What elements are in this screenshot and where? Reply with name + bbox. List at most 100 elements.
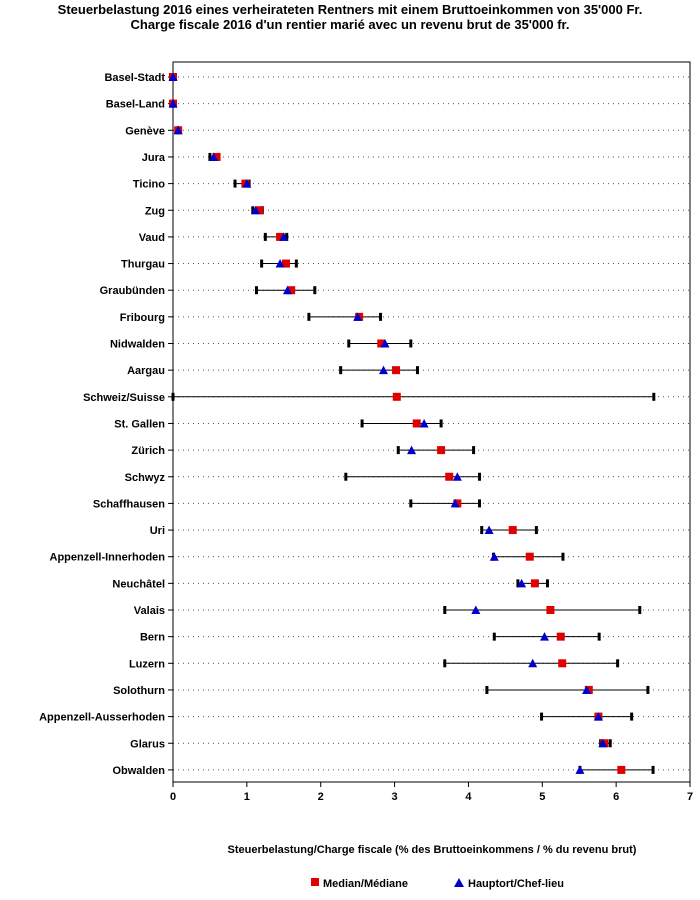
capital-marker — [378, 365, 388, 375]
range-max-cap — [597, 632, 601, 641]
range-min-cap — [344, 472, 348, 481]
range-min-cap — [443, 606, 447, 614]
capital-marker — [471, 605, 481, 614]
row-label: Appenzell-Ausserhoden — [39, 712, 165, 724]
capital-marker — [282, 285, 292, 295]
legend-capital-label: Hauptort/Chef-lieu — [468, 878, 564, 890]
capital-marker — [209, 152, 219, 161]
x-tick-label: 2 — [318, 791, 324, 803]
row-label: Schwyz — [125, 472, 166, 484]
median-marker — [255, 206, 264, 215]
range-min-cap — [396, 446, 400, 455]
row-label: Vaud — [139, 232, 165, 244]
row-label: Glarus — [130, 738, 165, 750]
capital-marker — [582, 685, 592, 694]
row-label: Nidwalden — [110, 339, 165, 351]
x-tick-label: 0 — [170, 791, 176, 803]
plot-frame — [172, 61, 691, 783]
legend-median-marker — [311, 878, 319, 886]
row-label: Schweiz/Suisse — [83, 392, 165, 404]
range-min-cap — [516, 579, 520, 588]
row-label: Uri — [150, 525, 165, 537]
range-max-cap — [409, 339, 413, 348]
median-marker — [525, 552, 534, 561]
capital-marker — [528, 658, 538, 668]
median-marker — [437, 446, 446, 455]
legend-capital-marker — [454, 878, 464, 887]
legend: Median/Médiane Hauptort/Chef-lieu — [311, 878, 564, 890]
range-max-cap — [472, 446, 476, 455]
row-label: Genève — [125, 125, 165, 137]
capital-marker — [168, 72, 178, 81]
median-marker — [546, 606, 555, 614]
median-marker — [392, 392, 401, 401]
data-layer — [168, 72, 656, 774]
range-max-cap — [285, 232, 289, 241]
range-min-cap — [492, 632, 496, 641]
range-max-cap — [616, 659, 620, 668]
row-label: Thurgau — [121, 259, 165, 271]
capital-marker — [279, 232, 289, 241]
range-min-cap — [251, 206, 255, 215]
x-axis-label: Steuerbelastung/Charge fiscale (% des Br… — [228, 844, 637, 856]
range-min-cap — [307, 312, 311, 321]
capital-marker — [407, 445, 417, 455]
range-min-cap — [339, 366, 343, 375]
range-min-cap — [260, 259, 264, 268]
range-max-cap — [534, 526, 538, 535]
x-tick-label: 4 — [465, 791, 472, 803]
capital-marker — [353, 312, 363, 321]
capital-marker — [489, 552, 499, 561]
median-marker — [282, 259, 291, 268]
median-marker — [412, 419, 421, 428]
range-min-cap — [254, 286, 258, 295]
capital-marker — [540, 632, 550, 641]
row-label: Neuchâtel — [112, 578, 165, 590]
median-marker — [276, 232, 285, 241]
range-min-cap — [171, 392, 175, 401]
x-tick-label: 1 — [244, 791, 250, 803]
range-max-cap — [630, 712, 634, 721]
range-max-cap — [294, 259, 298, 268]
axis-layer: 0 1 2 3 4 5 6 7 — [168, 61, 693, 803]
capital-marker — [380, 339, 390, 348]
range-max-cap — [439, 419, 443, 428]
median-marker — [392, 366, 401, 375]
median-marker — [556, 632, 565, 641]
median-marker — [530, 579, 539, 588]
capital-marker — [484, 525, 494, 535]
range-max-cap — [478, 472, 482, 481]
capital-marker — [517, 578, 527, 588]
median-marker — [212, 152, 221, 161]
x-tick-label: 6 — [613, 791, 619, 803]
chart-title-french: Charge fiscale 2016 d'un rentier marié a… — [130, 17, 570, 32]
range-max-cap — [415, 366, 419, 375]
capital-marker — [275, 259, 285, 268]
row-label: Aargau — [127, 365, 165, 377]
row-label: Fribourg — [120, 312, 165, 324]
capital-marker — [452, 472, 462, 481]
range-max-cap — [638, 606, 642, 614]
row-label: Valais — [134, 605, 165, 617]
capital-marker — [598, 738, 608, 748]
row-label: Basel-Stadt — [104, 72, 165, 84]
row-label: Appenzell-Innerhoden — [50, 552, 166, 564]
capital-marker — [242, 179, 252, 188]
range-max-cap — [652, 392, 656, 401]
row-label: Luzern — [129, 658, 165, 670]
range-max-cap — [608, 739, 612, 748]
range-max-cap — [313, 286, 317, 295]
range-min-cap — [208, 152, 212, 161]
capital-marker — [450, 498, 460, 508]
range-max-cap — [561, 552, 565, 561]
label-layer: Basel-Stadt Basel-Land Genève Jura Ticino Zug… — [39, 72, 166, 777]
x-tick-label: 5 — [539, 791, 545, 803]
row-label: Ticino — [133, 179, 165, 191]
median-marker — [558, 659, 567, 668]
range-max-cap — [379, 312, 383, 321]
row-label: Basel-Land — [106, 99, 165, 111]
median-marker — [508, 526, 517, 535]
range-max-cap — [651, 765, 655, 774]
range-min-cap — [443, 659, 447, 668]
